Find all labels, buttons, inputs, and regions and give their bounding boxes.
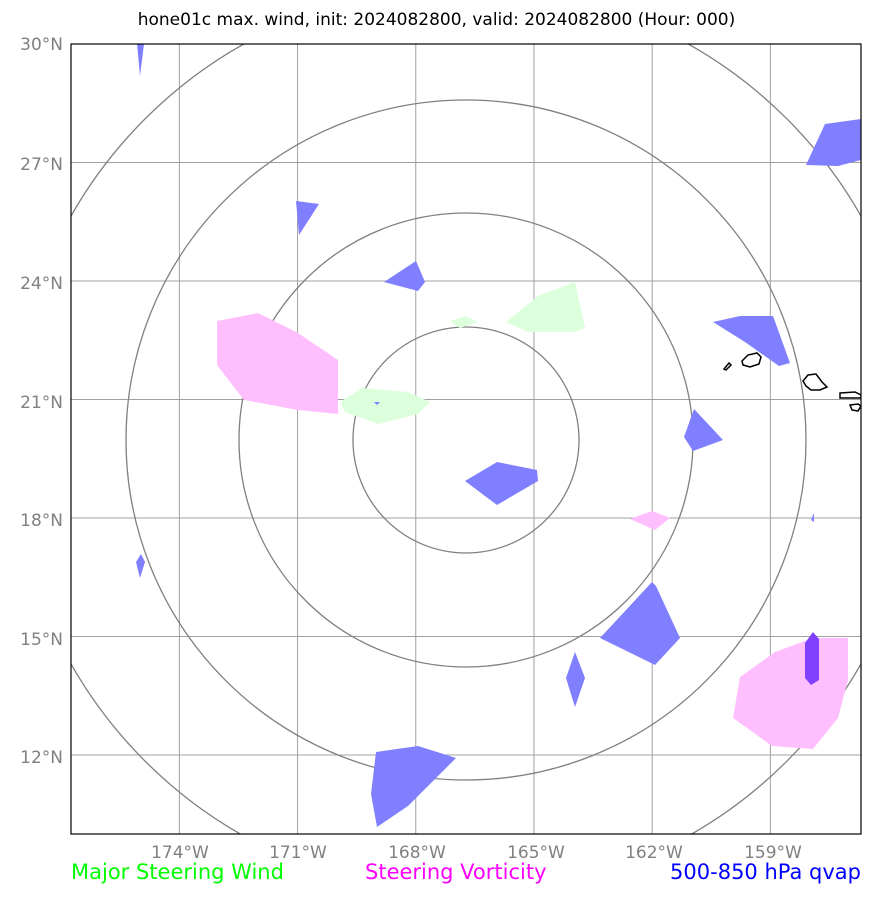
legend-steering-wind: Major Steering Wind <box>71 860 284 884</box>
wind-area <box>340 388 430 424</box>
qvap-area <box>811 513 814 522</box>
qvap-area <box>384 261 425 291</box>
lon-label-165w: 165°W <box>507 843 565 863</box>
vorticity-areas <box>217 313 848 749</box>
lat-label-27n: 27°N <box>20 155 63 175</box>
lon-label-168w: 168°W <box>388 843 446 863</box>
lon-label-159w: 159°W <box>744 843 802 863</box>
lon-label-174w: 174°W <box>151 843 209 863</box>
wind-area <box>450 316 478 328</box>
vorticity-area <box>630 511 670 530</box>
lat-label-30n: 30°N <box>20 35 63 55</box>
island-molokai <box>839 391 861 399</box>
qvap-area <box>684 409 723 451</box>
qvap-area <box>806 119 861 166</box>
lat-label-12n: 12°N <box>20 748 63 768</box>
island-kauai <box>741 352 762 368</box>
coastline <box>722 352 861 412</box>
lon-label-162w: 162°W <box>625 843 683 863</box>
qvap-area <box>296 201 319 235</box>
range-ring-3 <box>125 99 807 781</box>
range-ring-1 <box>352 326 580 554</box>
island-niihau <box>722 361 733 371</box>
steering-wind-areas <box>340 282 585 424</box>
qvap-area <box>465 462 538 505</box>
vorticity-area <box>217 313 338 414</box>
island-oahu <box>802 373 829 391</box>
latitude-labels: 30°N 27°N 24°N 21°N 18°N 15°N 12°N <box>20 35 63 768</box>
lat-label-21n: 21°N <box>20 393 63 413</box>
qvap-area <box>136 554 145 578</box>
map-frame <box>70 43 862 835</box>
lat-label-18n: 18°N <box>20 511 63 531</box>
lat-label-24n: 24°N <box>20 274 63 294</box>
qvap-area-dark <box>805 632 819 685</box>
qvap-area <box>600 582 680 665</box>
qvap-areas <box>136 44 861 827</box>
qvap-area <box>374 402 380 405</box>
legend-steering-vorticity: Steering Vorticity <box>365 860 547 884</box>
lon-label-171w: 171°W <box>269 843 327 863</box>
qvap-area <box>371 746 456 827</box>
map-title: hone01c max. wind, init: 2024082800, val… <box>137 10 736 30</box>
vorticity-area <box>733 638 848 749</box>
lat-label-15n: 15°N <box>20 630 63 650</box>
graticule <box>71 44 861 834</box>
island-maui <box>848 403 861 412</box>
wind-area <box>506 282 585 332</box>
legend-qvap: 500-850 hPa qvap <box>670 860 861 884</box>
longitude-labels: 174°W 171°W 168°W 165°W 162°W 159°W <box>151 843 802 863</box>
qvap-area <box>137 44 144 76</box>
qvap-area <box>566 652 585 707</box>
qvap-area <box>713 316 790 366</box>
